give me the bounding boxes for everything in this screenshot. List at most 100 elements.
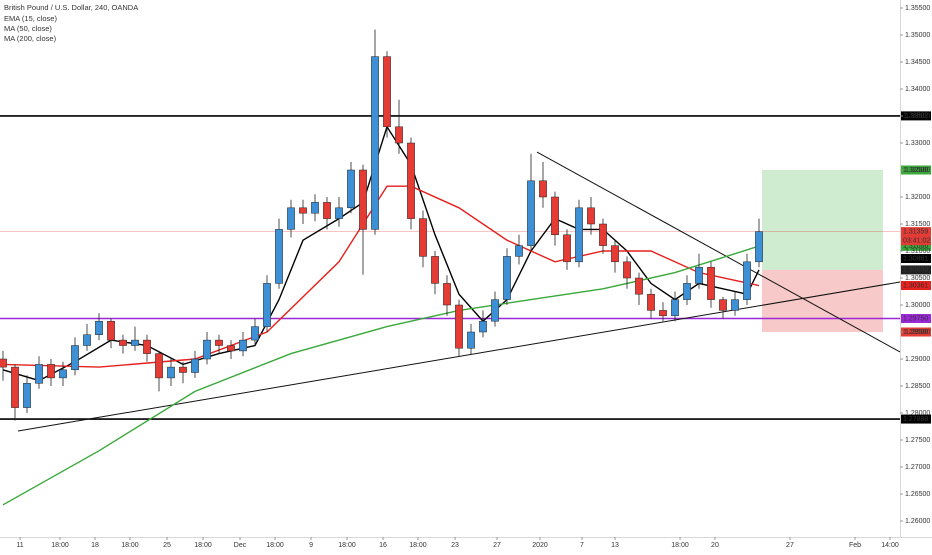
- legend-entry: MA (200, close): [4, 34, 57, 43]
- candle-body: [491, 299, 499, 322]
- candle-body: [647, 293, 655, 311]
- x-tick-label: 7: [580, 542, 584, 549]
- legend-entry: MA (50, close): [4, 24, 52, 33]
- candle-body: [455, 304, 463, 349]
- candle-body: [35, 364, 43, 384]
- price-label-box: [901, 241, 931, 251]
- candle-body: [659, 310, 667, 317]
- candle-body: [227, 345, 235, 352]
- candle-body: [395, 126, 403, 144]
- candle-body: [623, 261, 631, 279]
- price-label-box: [901, 327, 931, 337]
- x-tick-label: 20: [711, 542, 719, 549]
- candle-body: [0, 358, 7, 368]
- candle-body: [575, 207, 583, 263]
- y-tick-label: 1.27000: [905, 464, 930, 471]
- price-label: 1.29500: [903, 329, 928, 336]
- x-tick-label: 11: [16, 542, 23, 549]
- y-tick-label: 1.31000: [905, 248, 930, 255]
- candle-body: [587, 207, 595, 225]
- last-price-box: [901, 227, 931, 246]
- candle-body: [119, 339, 127, 346]
- candle-body: [215, 339, 223, 346]
- candle-body: [503, 256, 511, 300]
- price-label-box: [901, 314, 931, 324]
- y-tick-label: 1.31500: [905, 221, 930, 228]
- price-label-box: [901, 265, 931, 275]
- y-tick-label: 1.33500: [905, 113, 930, 120]
- candle-body: [203, 339, 211, 360]
- price-label-box: [901, 254, 931, 264]
- x-tick-label: 9: [309, 542, 313, 549]
- x-tick-label: 25: [163, 542, 171, 549]
- price-labels: 1.33502 1.29750 1.27888 1.32500 1.30650 1.295…: [901, 111, 931, 424]
- x-tick-label: 16: [379, 542, 387, 549]
- candle-body: [383, 56, 391, 128]
- candle-body: [287, 207, 295, 230]
- price-label: 1.30861: [903, 255, 928, 262]
- candle-body: [599, 223, 607, 246]
- x-tick-label: 18:00: [51, 542, 69, 549]
- price-label-box: [901, 111, 931, 121]
- y-tick-label: 1.26000: [905, 518, 930, 525]
- y-tick-label: 1.29500: [905, 329, 930, 336]
- candle-body: [311, 202, 319, 214]
- last-price-label: 1.31359: [903, 228, 928, 235]
- y-tick-label: 1.35000: [905, 32, 930, 39]
- y-tick-label: 1.33000: [905, 140, 930, 147]
- stop-zone: [762, 269, 883, 333]
- x-tick-label: 27: [493, 542, 501, 549]
- candle-body: [431, 256, 439, 284]
- y-tick-label: 1.27500: [905, 437, 930, 444]
- ma-line: [2, 125, 760, 382]
- candle-body: [47, 364, 55, 379]
- candle-body: [23, 383, 31, 408]
- candle-body: [335, 207, 343, 219]
- x-tick-label: 14:00: [881, 542, 899, 549]
- candle-body: [275, 229, 283, 284]
- y-tick-label: 1.30500: [905, 275, 930, 282]
- candle-body: [563, 234, 571, 263]
- candle-body: [539, 180, 547, 198]
- candle-body: [143, 339, 151, 354]
- legend-entry: EMA (15, close): [4, 14, 57, 23]
- trend-line: [536, 151, 901, 353]
- price-label-box: [901, 414, 931, 424]
- x-tick-label: 18:00: [338, 542, 356, 549]
- x-tick-label: 18:00: [409, 542, 427, 549]
- candle-body: [743, 261, 751, 300]
- candle-body: [755, 231, 763, 263]
- y-tick-label: 1.35500: [905, 5, 930, 12]
- candle-body: [107, 320, 115, 341]
- price-label: 1.33502: [903, 113, 928, 120]
- y-tick-label: 1.29000: [905, 356, 930, 363]
- x-tick-label: 18: [91, 542, 99, 549]
- candle-body: [467, 331, 475, 349]
- candle-body: [635, 277, 643, 295]
- candle-body: [731, 299, 739, 311]
- x-tick-label: 18:00: [194, 542, 212, 549]
- x-tick-label: 18:00: [671, 542, 689, 549]
- x-tick-label: 23: [451, 542, 459, 549]
- price-label-box: [901, 165, 931, 175]
- y-tick-label: 1.34000: [905, 86, 930, 93]
- candle-body: [251, 326, 259, 341]
- candle-body: [239, 339, 247, 352]
- candle-body: [551, 196, 559, 236]
- candle-body: [407, 142, 415, 219]
- chart-title: British Pound / U.S. Dollar, 240, OANDA: [4, 3, 138, 12]
- candle-body: [191, 358, 199, 373]
- price-label: 1.27888: [903, 416, 928, 423]
- price-label: 1.29750: [903, 315, 928, 322]
- y-tick-label: 1.32000: [905, 194, 930, 201]
- x-tick-label: 18:00: [121, 542, 139, 549]
- candle-body: [443, 283, 451, 306]
- candle-body: [179, 366, 187, 373]
- candle-body: [719, 299, 727, 311]
- candle-body: [59, 369, 67, 379]
- x-tick-label: Feb: [849, 542, 861, 549]
- x-tick-label: Dec: [234, 542, 247, 549]
- y-tick-label: 1.30000: [905, 302, 930, 309]
